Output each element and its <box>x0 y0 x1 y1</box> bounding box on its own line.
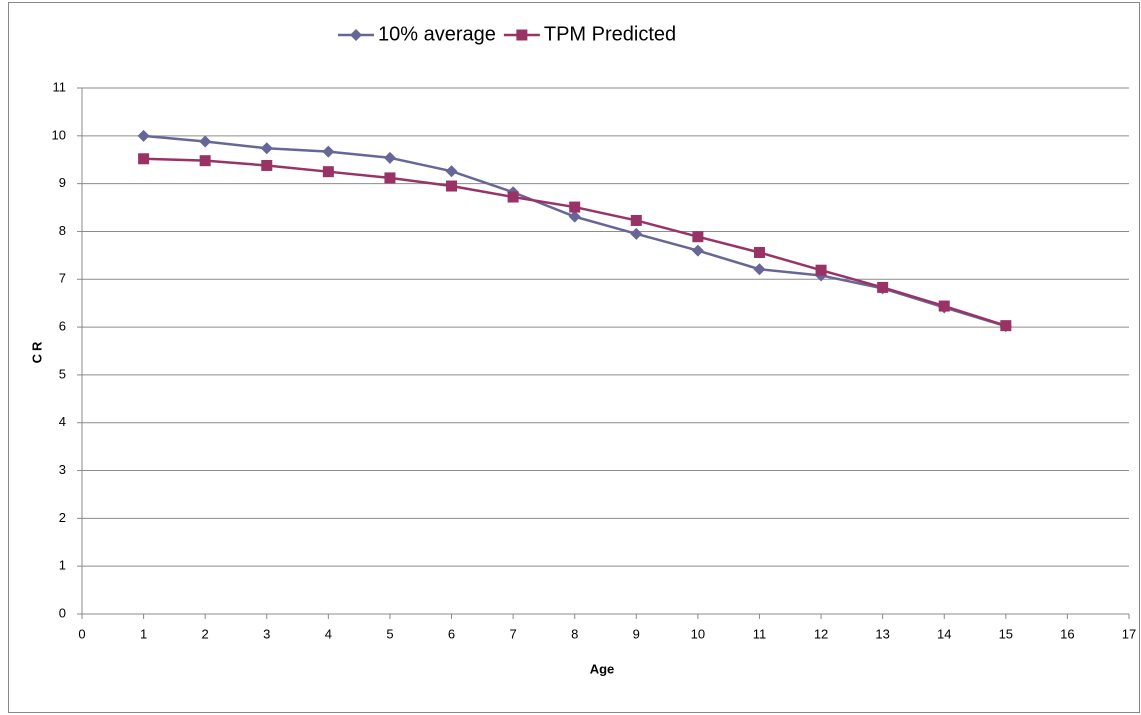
x-tick-label: 14 <box>937 626 951 641</box>
x-tick-label: 12 <box>814 626 828 641</box>
marker <box>260 142 273 155</box>
marker <box>138 153 150 165</box>
x-tick-label: 13 <box>875 626 889 641</box>
marker <box>568 210 581 223</box>
marker <box>938 300 950 312</box>
marker <box>507 191 519 203</box>
marker <box>350 29 362 41</box>
x-tick-label: 8 <box>571 626 578 641</box>
marker <box>445 165 458 178</box>
x-tick-label: 9 <box>633 626 640 641</box>
x-tick-label: 0 <box>78 626 85 641</box>
marker <box>753 263 766 276</box>
marker <box>137 129 150 142</box>
x-tick-label: 17 <box>1122 626 1136 641</box>
y-tick-label: 7 <box>59 271 66 286</box>
y-tick-label: 0 <box>59 605 66 620</box>
marker <box>383 151 396 164</box>
y-tick-label: 8 <box>59 223 66 238</box>
y-axis-title: CR <box>29 339 44 364</box>
y-tick-label: 11 <box>53 79 67 94</box>
marker <box>199 135 212 148</box>
y-tick-label: 6 <box>59 319 66 334</box>
marker <box>691 244 704 257</box>
marker <box>446 180 458 192</box>
marker <box>815 264 827 276</box>
marker <box>692 231 704 243</box>
legend-label: 10% average <box>378 23 496 45</box>
marker <box>569 201 581 213</box>
chart-border <box>8 2 1140 713</box>
marker <box>384 172 396 184</box>
x-tick-label: 11 <box>753 626 767 641</box>
y-tick-label: 3 <box>59 462 66 477</box>
marker <box>630 214 642 226</box>
x-axis-title: Age <box>590 661 615 676</box>
y-tick-label: 9 <box>59 175 66 190</box>
marker <box>753 246 765 258</box>
x-tick-label: 5 <box>386 626 393 641</box>
x-tick-label: 1 <box>140 626 147 641</box>
x-tick-label: 4 <box>325 626 332 641</box>
x-tick-label: 16 <box>1060 626 1074 641</box>
y-tick-label: 1 <box>59 558 66 573</box>
x-tick-label: 3 <box>263 626 270 641</box>
marker <box>1000 320 1012 332</box>
y-tick-label: 5 <box>59 366 66 381</box>
marker <box>877 281 889 293</box>
marker <box>322 166 334 178</box>
x-tick-label: 2 <box>202 626 209 641</box>
x-tick-label: 10 <box>691 626 705 641</box>
y-tick-label: 2 <box>59 510 66 525</box>
marker <box>516 29 528 41</box>
x-tick-label: 6 <box>448 626 455 641</box>
x-tick-label: 15 <box>999 626 1013 641</box>
x-tick-label: 7 <box>510 626 517 641</box>
marker <box>261 159 273 171</box>
y-tick-label: 10 <box>52 127 66 142</box>
marker <box>322 145 335 158</box>
marker <box>199 155 211 167</box>
marker <box>630 227 643 240</box>
y-tick-label: 4 <box>59 414 66 429</box>
legend-label: TPM Predicted <box>544 23 676 45</box>
